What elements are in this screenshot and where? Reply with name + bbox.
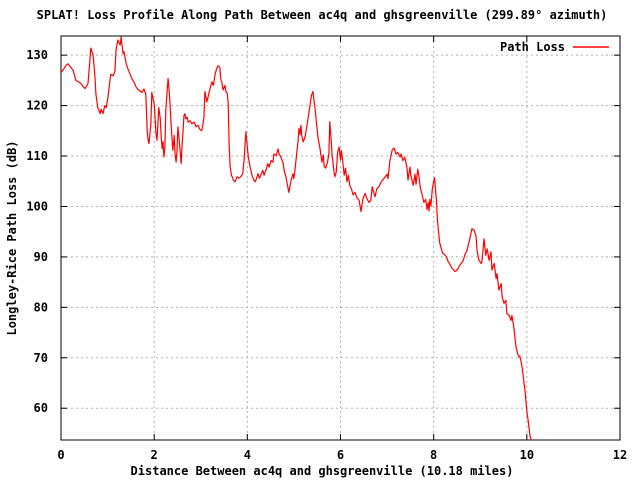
- y-tick-label: 80: [34, 300, 48, 314]
- y-tick-label: 90: [34, 250, 48, 264]
- y-tick-label: 70: [34, 351, 48, 365]
- legend-label: Path Loss: [500, 40, 565, 54]
- path-loss-line: [61, 36, 532, 440]
- x-tick-label: 2: [151, 448, 158, 462]
- x-tick-label: 12: [613, 448, 627, 462]
- y-tick-label: 60: [34, 401, 48, 415]
- x-tick-label: 0: [57, 448, 64, 462]
- y-tick-label: 110: [26, 149, 48, 163]
- x-tick-label: 6: [337, 448, 344, 462]
- x-tick-label: 10: [520, 448, 534, 462]
- y-axis-label: Longley-Rice Path Loss (dB): [5, 140, 19, 335]
- x-axis-label: Distance Between ac4q and ghsgreenville …: [131, 464, 514, 478]
- x-tick-label: 8: [430, 448, 437, 462]
- y-tick-label: 100: [26, 199, 48, 213]
- x-tick-label: 4: [244, 448, 251, 462]
- chart-title: SPLAT! Loss Profile Along Path Between a…: [37, 8, 608, 22]
- y-tick-label: 120: [26, 99, 48, 113]
- y-tick-label: 130: [26, 48, 48, 62]
